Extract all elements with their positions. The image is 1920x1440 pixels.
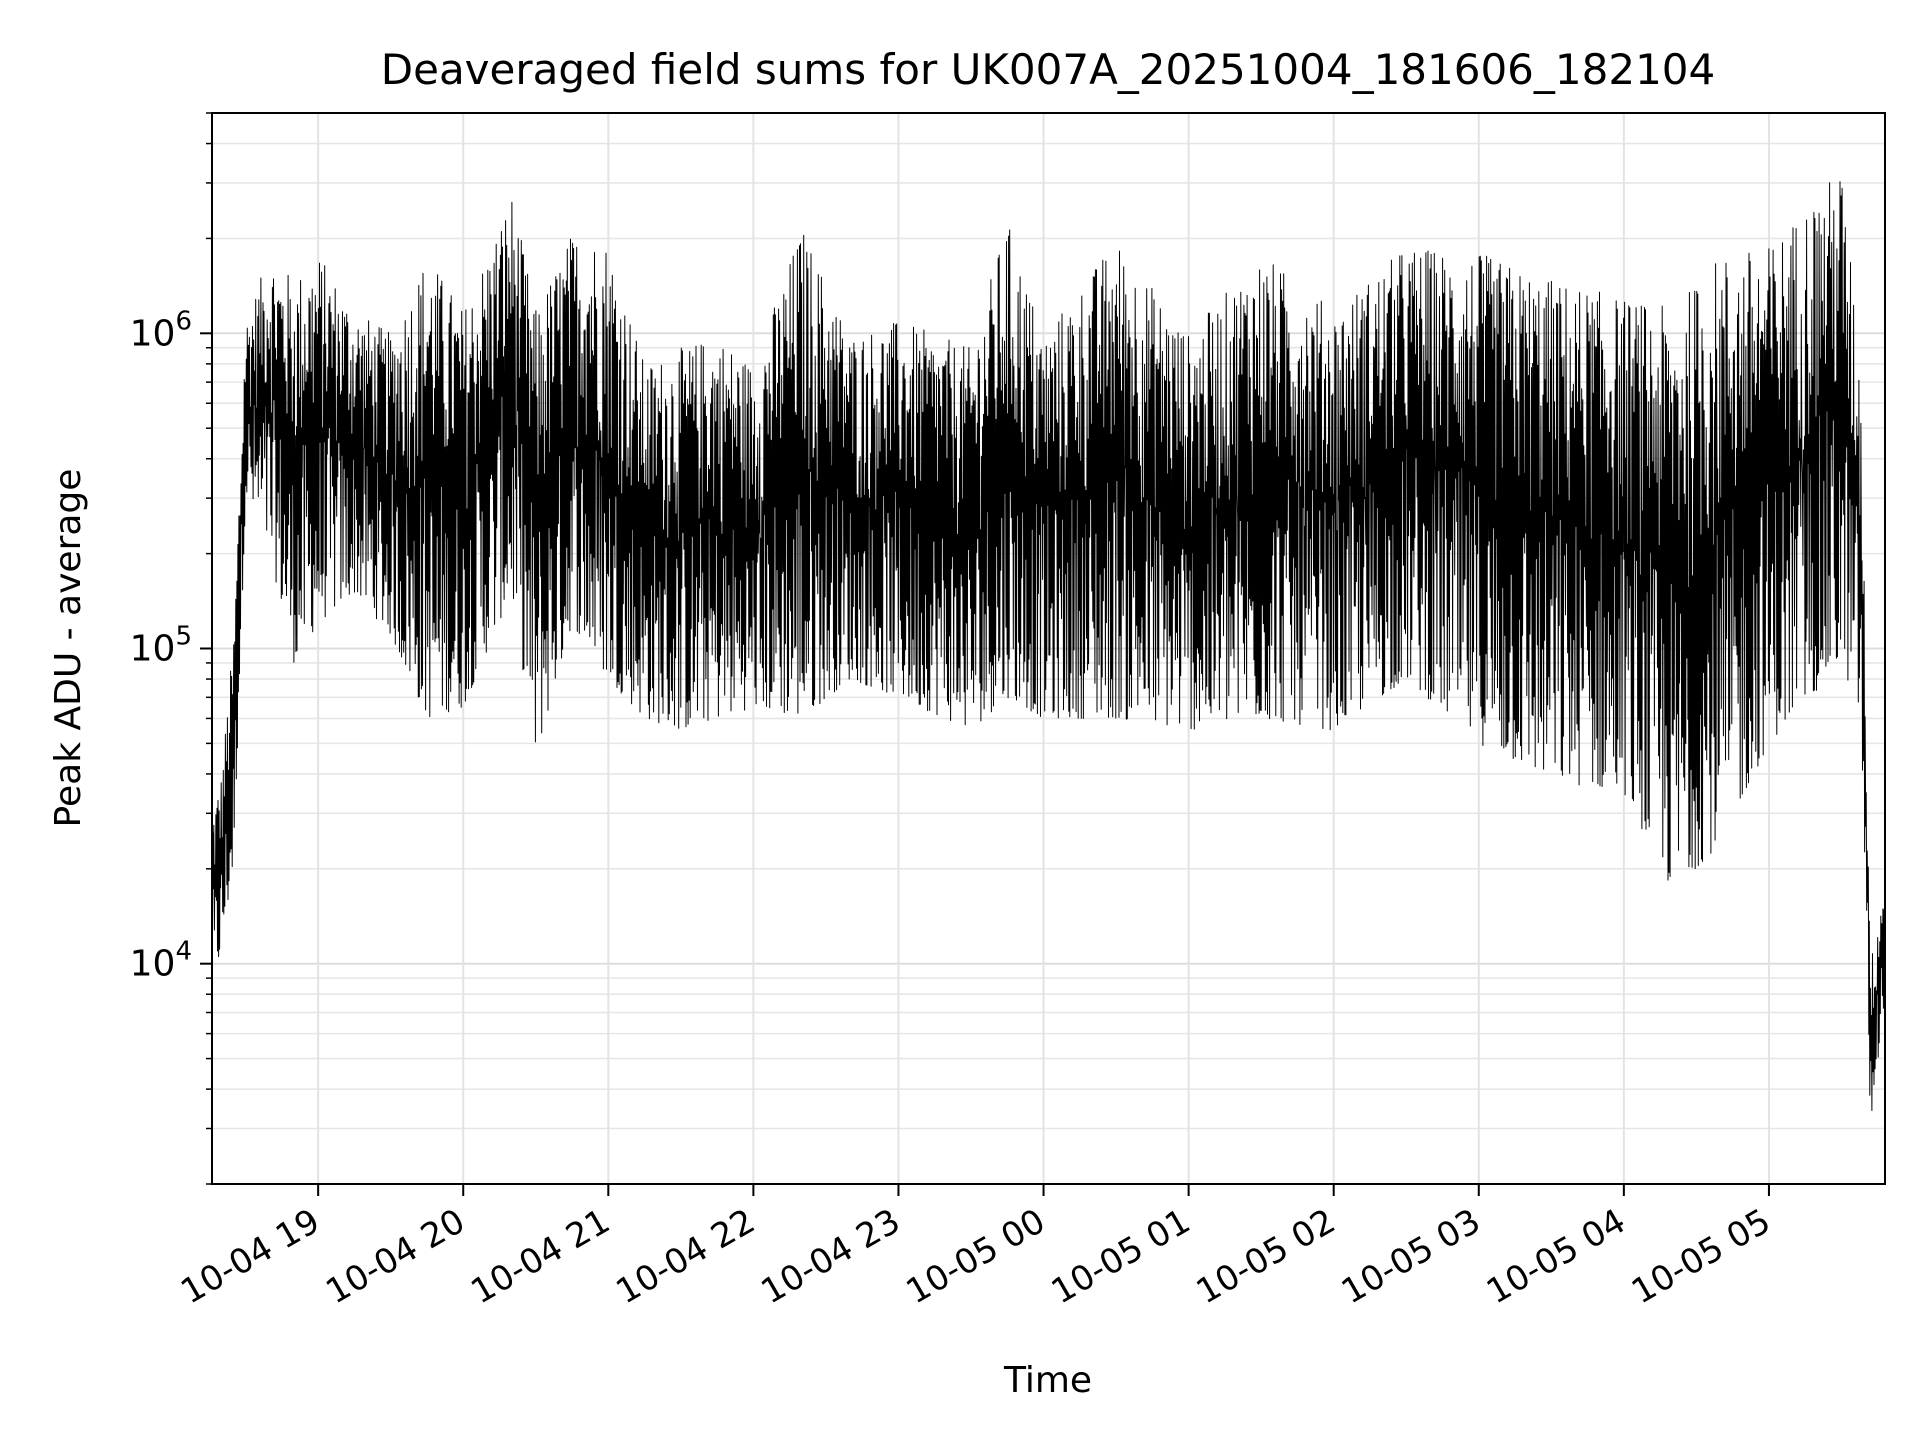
x-axis-label: Time <box>1003 1360 1092 1401</box>
chart-title: Deaveraged field sums for UK007A_2025100… <box>381 45 1715 94</box>
y-tick-label: 104 <box>130 937 192 985</box>
y-axis-label: Peak ADU - average <box>48 469 89 828</box>
y-axis-ticks: 104 105 106 <box>130 112 212 1185</box>
series-line <box>211 181 1886 1111</box>
y-tick-label: 105 <box>130 622 192 670</box>
y-tick-label: 106 <box>130 306 192 354</box>
